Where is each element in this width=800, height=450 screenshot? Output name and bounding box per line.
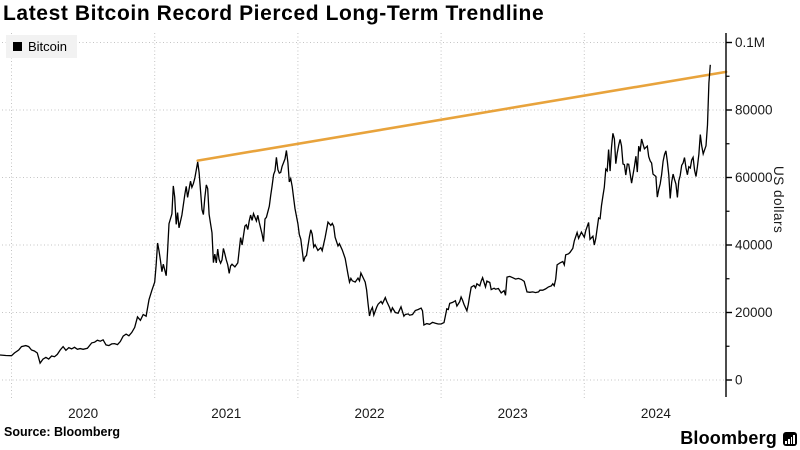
chart-title: Latest Bitcoin Record Pierced Long-Term … bbox=[3, 2, 545, 25]
x-axis-tick-label: 2021 bbox=[211, 406, 241, 421]
source-note: Source: Bloomberg bbox=[4, 425, 120, 439]
legend-label: Bitcoin bbox=[28, 39, 68, 54]
bloomberg-logo: Bloomberg bbox=[680, 428, 797, 449]
x-axis-tick-label: 2023 bbox=[498, 406, 528, 421]
y-axis-tick-label: 20000 bbox=[735, 305, 773, 320]
y-axis-tick-label: 0.1M bbox=[735, 35, 765, 50]
price-line bbox=[0, 64, 711, 365]
legend-swatch-bitcoin bbox=[13, 42, 22, 51]
y-axis-tick-label: 40000 bbox=[735, 238, 773, 253]
trendline bbox=[196, 70, 728, 162]
x-axis-tick-label: 2020 bbox=[68, 406, 98, 421]
y-axis-title: US dollars bbox=[771, 166, 786, 234]
x-axis-tick-label: 2024 bbox=[641, 406, 672, 421]
bloomberg-bars-icon bbox=[783, 431, 797, 446]
y-axis-tick-label: 60000 bbox=[735, 170, 773, 185]
x-axis-tick-label: 2022 bbox=[354, 406, 384, 421]
y-axis-tick-label: 80000 bbox=[735, 103, 773, 118]
y-axis-tick-label: 0 bbox=[735, 373, 743, 388]
bloomberg-wordmark: Bloomberg bbox=[680, 428, 777, 448]
legend: Bitcoin bbox=[6, 35, 78, 58]
